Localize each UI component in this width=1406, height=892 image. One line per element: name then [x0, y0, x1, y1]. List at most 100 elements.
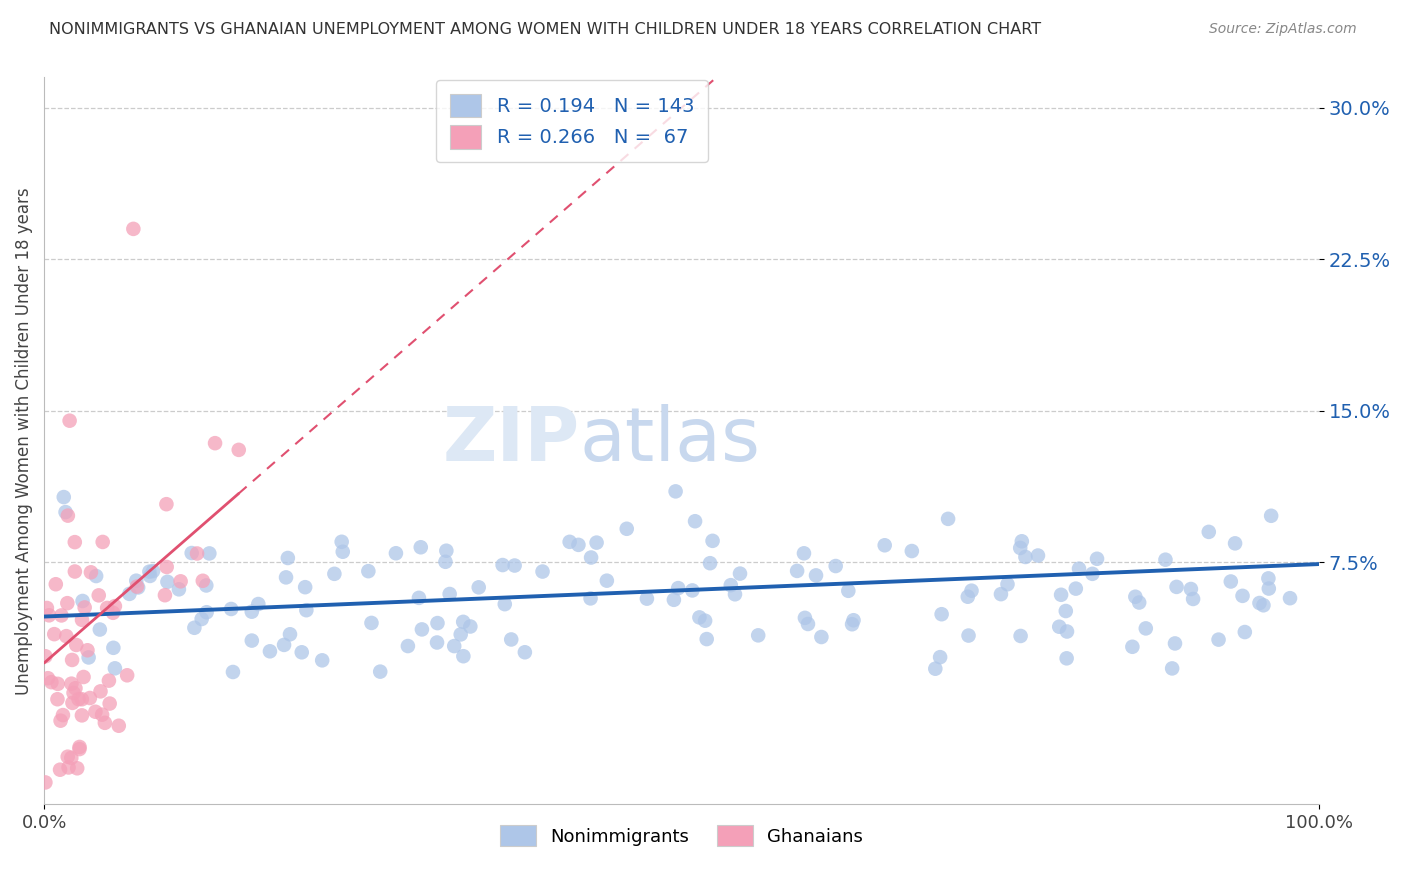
- Point: [198, 546, 221, 560]
- Point: [52, 847, 75, 861]
- Point: [195, 578, 218, 592]
- Point: [58, 760, 80, 774]
- Point: [51, 608, 73, 623]
- Point: [49, 763, 72, 777]
- Point: [662, 592, 685, 607]
- Point: [797, 617, 820, 632]
- Point: [139, 569, 162, 583]
- Point: [70, 613, 93, 627]
- Point: [72, 594, 94, 608]
- Point: [97, 673, 120, 688]
- Point: [118, 587, 141, 601]
- Point: [467, 580, 489, 594]
- Point: [37, 837, 59, 851]
- Point: [1128, 595, 1150, 609]
- Point: [183, 621, 205, 635]
- Point: [291, 645, 314, 659]
- Point: [1249, 596, 1271, 610]
- Point: [1047, 620, 1070, 634]
- Point: [434, 555, 457, 569]
- Point: [222, 665, 245, 679]
- Point: [115, 668, 138, 682]
- Point: [63, 565, 86, 579]
- Point: [56, 749, 79, 764]
- Point: [35, 601, 58, 615]
- Point: [1154, 552, 1177, 566]
- Point: [52, 490, 75, 504]
- Point: [1232, 589, 1254, 603]
- Point: [186, 547, 208, 561]
- Point: [1208, 632, 1230, 647]
- Point: [169, 574, 191, 589]
- Point: [34, 649, 56, 664]
- Point: [1180, 582, 1202, 596]
- Point: [1064, 582, 1087, 596]
- Point: [924, 662, 946, 676]
- Point: [1081, 566, 1104, 581]
- Point: [138, 565, 160, 579]
- Point: [724, 587, 747, 601]
- Point: [837, 583, 859, 598]
- Point: [747, 628, 769, 642]
- Point: [60, 676, 83, 690]
- Point: [936, 512, 959, 526]
- Point: [1257, 571, 1279, 585]
- Point: [67, 692, 90, 706]
- Point: [368, 665, 391, 679]
- Point: [1054, 604, 1077, 618]
- Point: [46, 677, 69, 691]
- Point: [98, 697, 121, 711]
- Point: [273, 638, 295, 652]
- Point: [596, 574, 619, 588]
- Point: [247, 597, 270, 611]
- Point: [142, 564, 165, 578]
- Point: [513, 645, 536, 659]
- Point: [156, 560, 179, 574]
- Point: [55, 505, 77, 519]
- Point: [810, 630, 832, 644]
- Point: [956, 590, 979, 604]
- Point: [567, 538, 589, 552]
- Point: [195, 605, 218, 619]
- Point: [94, 715, 117, 730]
- Point: [1135, 621, 1157, 635]
- Point: [72, 670, 94, 684]
- Point: [259, 644, 281, 658]
- Point: [720, 578, 742, 592]
- Point: [219, 602, 242, 616]
- Point: [411, 623, 433, 637]
- Point: [104, 599, 127, 614]
- Point: [1121, 640, 1143, 654]
- Point: [494, 597, 516, 611]
- Point: [696, 632, 718, 646]
- Point: [1026, 549, 1049, 563]
- Point: [396, 639, 419, 653]
- Point: [122, 222, 145, 236]
- Point: [1014, 549, 1036, 564]
- Point: [451, 615, 474, 629]
- Text: atlas: atlas: [579, 404, 761, 477]
- Point: [38, 608, 60, 623]
- Point: [180, 546, 202, 560]
- Point: [1253, 599, 1275, 613]
- Point: [167, 582, 190, 597]
- Point: [1182, 591, 1205, 606]
- Point: [688, 610, 710, 624]
- Point: [842, 613, 865, 627]
- Point: [793, 611, 815, 625]
- Point: [901, 544, 924, 558]
- Point: [450, 627, 472, 641]
- Point: [56, 508, 79, 523]
- Point: [274, 570, 297, 584]
- Point: [824, 559, 846, 574]
- Point: [89, 623, 111, 637]
- Point: [60, 751, 83, 765]
- Point: [278, 627, 301, 641]
- Point: [49, 714, 72, 728]
- Point: [1085, 551, 1108, 566]
- Point: [409, 541, 432, 555]
- Point: [1219, 574, 1241, 589]
- Point: [1166, 580, 1188, 594]
- Point: [357, 564, 380, 578]
- Point: [665, 484, 688, 499]
